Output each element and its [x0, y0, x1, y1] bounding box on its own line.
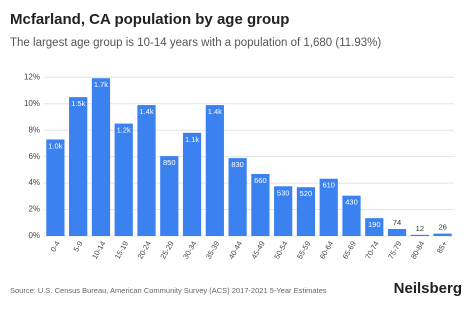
- bar: [160, 156, 179, 236]
- brand: Neilsberg: [394, 280, 462, 297]
- x-tick-label: 5-9: [71, 239, 84, 253]
- bar-label: 1.5k: [71, 99, 85, 108]
- y-tick-label: 0%: [28, 231, 40, 240]
- x-tick-label: 0-4: [49, 239, 62, 253]
- chart-subtitle: The largest age group is 10-14 years wit…: [10, 37, 381, 49]
- x-tick-label: 10-14: [90, 239, 107, 260]
- source: Source: U.S. Census Bureau, American Com…: [10, 286, 327, 295]
- bar: [91, 78, 111, 236]
- bar-label: 850: [163, 158, 176, 167]
- bar: [433, 233, 452, 236]
- x-tick-label: 15-19: [113, 239, 130, 260]
- bar: [342, 195, 361, 236]
- bar-label: 1.4k: [139, 107, 153, 116]
- bar: [387, 228, 407, 236]
- x-tick-label: 80-84: [409, 239, 426, 260]
- bar: [205, 105, 224, 236]
- x-tick-label: 40-44: [227, 239, 244, 260]
- x-tick-label: 65-69: [341, 239, 358, 260]
- bar: [137, 105, 156, 236]
- chart-title: Mcfarland, CA population by age group: [10, 11, 289, 28]
- bar: [69, 97, 88, 237]
- bar-label: 1.7k: [94, 80, 108, 89]
- bar-label: 190: [368, 220, 381, 229]
- bar-label: 430: [345, 198, 358, 207]
- x-tick-label: 30-34: [181, 239, 198, 260]
- bar: [410, 234, 429, 236]
- bar-label: 530: [277, 188, 290, 197]
- bar-label: 74: [393, 218, 401, 227]
- x-tick-label: 50-54: [272, 239, 289, 260]
- y-tick-label: 10%: [24, 99, 40, 108]
- bar-label: 1.2k: [117, 126, 131, 135]
- x-tick-label: 70-74: [363, 239, 380, 260]
- x-tick-label: 25-29: [158, 239, 175, 260]
- x-tick-label: 20-24: [136, 239, 153, 260]
- bar: [365, 218, 384, 236]
- x-tick-label: 45-49: [249, 239, 266, 260]
- y-tick-label: 4%: [28, 178, 40, 187]
- x-tick-label: 35-39: [204, 239, 221, 260]
- bar-label: 1.4k: [208, 107, 222, 116]
- x-tick-label: 55-59: [295, 239, 312, 260]
- bar-label: 26: [438, 223, 446, 232]
- bar-label: 660: [254, 176, 267, 185]
- y-tick-label: 6%: [28, 152, 40, 161]
- bar: [319, 178, 338, 236]
- y-tick-label: 12%: [24, 72, 40, 81]
- bar-label: 1.0k: [48, 141, 62, 150]
- bar: [228, 158, 247, 236]
- bar: [182, 132, 202, 236]
- bar-label: 610: [322, 181, 335, 190]
- bar-label: 830: [231, 160, 244, 169]
- y-tick-label: 8%: [28, 125, 40, 134]
- x-tick-label: 75-79: [386, 239, 403, 260]
- y-tick-label: 2%: [28, 205, 40, 214]
- bar-label: 12: [416, 224, 424, 233]
- bar-label: 1.1k: [185, 135, 199, 144]
- bar: [274, 186, 293, 236]
- x-tick-label: 60-64: [318, 239, 335, 260]
- x-tick-label: 85+: [435, 239, 449, 255]
- bar-label: 520: [300, 189, 313, 198]
- bar: [251, 173, 270, 236]
- bar: [114, 123, 133, 236]
- bar: [46, 139, 65, 236]
- bar: [296, 187, 316, 236]
